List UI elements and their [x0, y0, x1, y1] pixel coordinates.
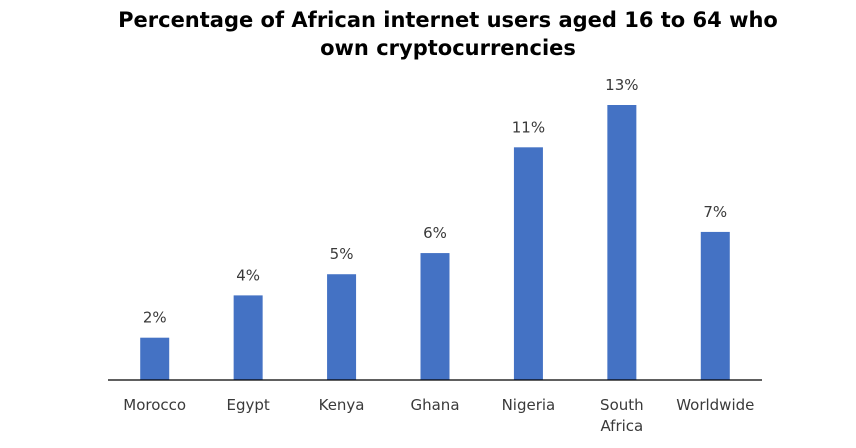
value-label-0: 2%: [143, 309, 167, 327]
bar-6: [700, 231, 730, 380]
bar-4: [513, 147, 543, 380]
category-labels-group: Morocco Egypt Kenya Ghana Nigeria South Africa…: [123, 396, 754, 435]
value-label-4: 11%: [512, 118, 545, 136]
bar-3: [420, 253, 450, 380]
category-label-5-line-1: South: [600, 396, 644, 414]
chart-title-line-1: Percentage of African internet users age…: [118, 8, 778, 32]
category-label-5-line-2: Africa: [600, 417, 643, 435]
chart-title: Percentage of African internet users age…: [0, 6, 856, 62]
category-label-3: Ghana: [410, 396, 459, 414]
bar-0: [140, 337, 170, 380]
bar-2: [327, 274, 357, 380]
chart-title-line-2: own cryptocurrencies: [320, 36, 576, 60]
value-label-2: 5%: [330, 245, 354, 263]
category-label-4: Nigeria: [502, 396, 556, 414]
value-labels-group: 2% 4% 5% 6% 11% 13% 7%: [143, 76, 727, 327]
category-label-1: Egypt: [227, 396, 270, 414]
value-label-1: 4%: [236, 266, 260, 284]
bars-group: [140, 105, 730, 380]
category-label-2: Kenya: [319, 396, 365, 414]
bar-1: [233, 295, 263, 380]
category-label-6: Worldwide: [676, 396, 754, 414]
category-label-0: Morocco: [123, 396, 186, 414]
value-label-5: 13%: [605, 76, 638, 94]
value-label-6: 7%: [703, 203, 727, 221]
bar-5: [607, 105, 637, 380]
value-label-3: 6%: [423, 224, 447, 242]
